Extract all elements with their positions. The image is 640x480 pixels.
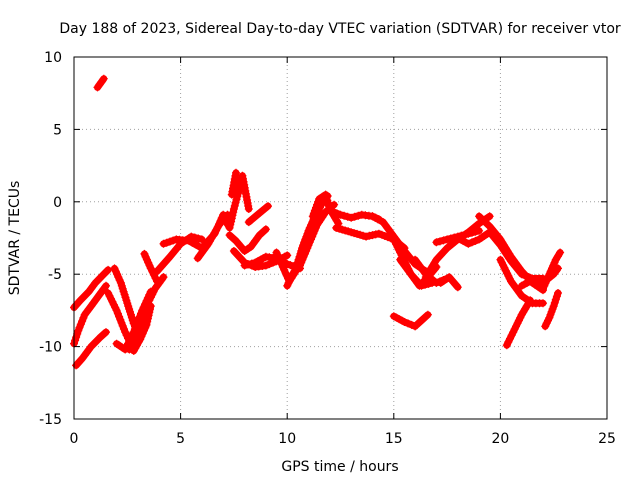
x-axis-label: GPS time / hours bbox=[281, 459, 398, 475]
grid-lines bbox=[74, 57, 607, 419]
markers-trace-18 bbox=[244, 202, 272, 227]
markers-trace-39 bbox=[539, 248, 565, 293]
markers-trace-4 bbox=[72, 328, 110, 370]
y-tick-label: -10 bbox=[39, 340, 62, 356]
data-trace-1 bbox=[94, 75, 108, 91]
data-traces bbox=[70, 74, 565, 370]
plot-frame bbox=[73, 56, 608, 420]
markers-trace-13 bbox=[219, 171, 253, 232]
y-tick-label: 0 bbox=[53, 195, 62, 211]
markers-trace-8 bbox=[125, 273, 168, 354]
markers-trace-14 bbox=[227, 168, 240, 199]
y-tick-label: -15 bbox=[39, 412, 62, 428]
x-tick-label: 20 bbox=[491, 431, 509, 447]
markers-trace-35 bbox=[475, 212, 547, 295]
markers-trace-37 bbox=[502, 296, 535, 350]
y-tick-label: -5 bbox=[48, 267, 62, 283]
y-axis-label: SDTVAR / TECUs bbox=[7, 181, 23, 296]
x-tick-label: 0 bbox=[70, 431, 79, 447]
axis-ticks bbox=[73, 56, 608, 420]
x-tick-label: 15 bbox=[385, 431, 403, 447]
chart-title: Day 188 of 2023, Sidereal Day-to-day VTE… bbox=[59, 21, 621, 37]
markers-trace-15 bbox=[225, 225, 270, 255]
y-tick-labels: -15 -10 -5 0 5 10 bbox=[39, 50, 62, 428]
markers-trace-29 bbox=[411, 310, 432, 331]
x-tick-labels: 0 5 10 15 20 25 bbox=[70, 431, 616, 447]
markers-trace-1 bbox=[93, 74, 108, 92]
markers-trace-31 bbox=[436, 273, 462, 292]
markers-trace-40 bbox=[541, 289, 562, 331]
x-tick-label: 5 bbox=[176, 431, 185, 447]
markers-trace-9 bbox=[140, 249, 162, 286]
y-tick-label: 5 bbox=[53, 122, 62, 138]
x-tick-label: 25 bbox=[598, 431, 616, 447]
y-tick-label: 10 bbox=[44, 50, 62, 66]
x-tick-label: 10 bbox=[278, 431, 296, 447]
data-trace-2 bbox=[70, 266, 112, 311]
